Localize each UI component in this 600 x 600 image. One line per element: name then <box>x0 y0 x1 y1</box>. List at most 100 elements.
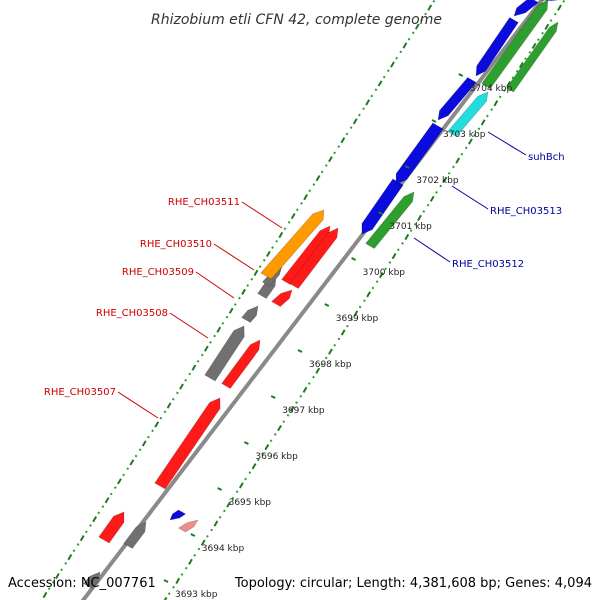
inner-tick-row <box>248 471 252 474</box>
outer-tick-row <box>432 0 436 3</box>
outer-tick-row <box>117 478 122 485</box>
gene-features <box>83 0 561 589</box>
inner-tick-row <box>251 463 257 470</box>
outer-tick-row <box>246 284 250 287</box>
outer-tick-row <box>221 322 225 325</box>
tick-labels: 3693 kbp 3694 kbp 3695 kbp 3696 kbp 3697 kbp… <box>163 73 512 600</box>
gene-label-lines <box>117 131 527 419</box>
outer-tick-row <box>345 132 349 136</box>
inner-tick-row <box>464 146 468 150</box>
gene-leader-line <box>413 237 451 263</box>
outer-tick-row <box>362 107 365 111</box>
outer-tick-row <box>241 288 246 295</box>
inner-tick-row <box>384 267 387 271</box>
inner-tick-row <box>324 356 328 360</box>
major-tick-mark <box>431 119 437 123</box>
inner-tick-row <box>371 286 375 290</box>
outer-tick-row <box>184 378 188 382</box>
outer-tick-row <box>101 505 105 508</box>
tick-label: 3701 kbp <box>389 222 432 232</box>
gene-arrow <box>395 122 444 185</box>
gene-arrow <box>271 289 293 307</box>
inner-tick-row <box>396 248 400 252</box>
inner-tick-row <box>200 539 206 546</box>
outer-tick-row <box>328 156 333 163</box>
inner-tick-row <box>315 367 321 374</box>
outer-tick-row <box>278 231 284 239</box>
outer-tick-row <box>129 459 135 466</box>
inner-tick-row <box>486 114 489 118</box>
tick-label: 3697 kbp <box>282 406 325 416</box>
major-tick-mark <box>163 579 169 583</box>
inner-tick-row <box>235 490 239 494</box>
gene-arrow <box>447 91 489 137</box>
outer-tick-row <box>104 497 110 504</box>
gene-label-reverse: suhBch <box>528 152 565 163</box>
inner-tick-row <box>388 261 392 264</box>
gene-label-forward: RHE_CH03509 <box>122 267 194 278</box>
outer-tick-row <box>358 113 361 117</box>
major-tick-mark <box>190 533 196 537</box>
genome-backbone <box>80 0 545 600</box>
gene-arrow <box>365 191 415 249</box>
outer-tick-row <box>340 137 346 144</box>
inner-tick-row <box>404 233 410 241</box>
inner-tick-row <box>401 242 404 245</box>
major-tick-mark <box>404 165 410 169</box>
inner-tick-row <box>295 401 298 404</box>
inner-tick-row <box>490 108 494 111</box>
gene-arrow <box>83 571 101 589</box>
inner-tick-row <box>289 405 295 413</box>
tick-label: 3703 kbp <box>443 130 486 140</box>
gene-leader-line <box>241 201 283 229</box>
outer-tick-row <box>320 170 324 174</box>
inner-tick-row <box>353 310 359 317</box>
inner-tick-row <box>261 452 264 455</box>
inner-tick-row <box>363 299 366 303</box>
tick-label: 3698 kbp <box>309 360 352 370</box>
gene-label-forward: RHE_CH03511 <box>168 197 240 208</box>
inner-tick-row <box>307 382 311 385</box>
outer-tick-row <box>287 221 291 224</box>
inner-tick-row <box>223 509 226 513</box>
gene-leader-line <box>195 271 235 299</box>
gene-arrow <box>98 511 125 544</box>
inner-tick-row <box>337 337 341 341</box>
inner-tick-row <box>413 222 417 226</box>
outer-tick-row <box>159 416 163 420</box>
inner-tick-row <box>333 343 337 347</box>
outer-tick-row <box>60 568 63 572</box>
gene-arrow <box>177 519 199 533</box>
inner-tick-row <box>442 176 448 183</box>
gene-arrow <box>361 178 404 235</box>
inner-tick-row <box>206 534 209 538</box>
major-tick-mark <box>377 211 383 215</box>
inner-tick-row <box>511 76 515 80</box>
tick-label: 3699 kbp <box>336 314 379 324</box>
inner-tick-row <box>366 291 371 298</box>
inner-tick-row <box>562 0 566 3</box>
inner-tick-row <box>435 191 438 194</box>
inner-tick-row <box>506 81 511 88</box>
inner-tick-row <box>244 477 247 481</box>
inner-tick-row <box>299 394 303 398</box>
inner-tick-row <box>460 152 464 156</box>
major-tick-mark <box>297 349 303 353</box>
inner-tick-row <box>422 210 426 213</box>
gene-leader-line <box>117 391 159 419</box>
inner-tick-row <box>503 89 506 92</box>
genome-summary-text: Topology: circular; Length: 4,381,608 bp… <box>234 576 592 591</box>
outer-tick-row <box>134 454 138 458</box>
outer-tick-row <box>283 227 287 231</box>
outer-tick-row <box>253 269 259 276</box>
outer-tick-row <box>138 448 142 452</box>
tick-dotted-rows <box>42 0 566 600</box>
outer-tick-row <box>209 341 212 344</box>
outer-tick-row <box>166 402 172 409</box>
inner-tick-row <box>175 577 181 584</box>
outer-tick-row <box>352 118 358 125</box>
outer-tick-row <box>349 126 353 129</box>
outer-tick-row <box>42 591 48 599</box>
major-tick-mark <box>217 487 223 491</box>
inner-tick-row <box>375 280 379 283</box>
